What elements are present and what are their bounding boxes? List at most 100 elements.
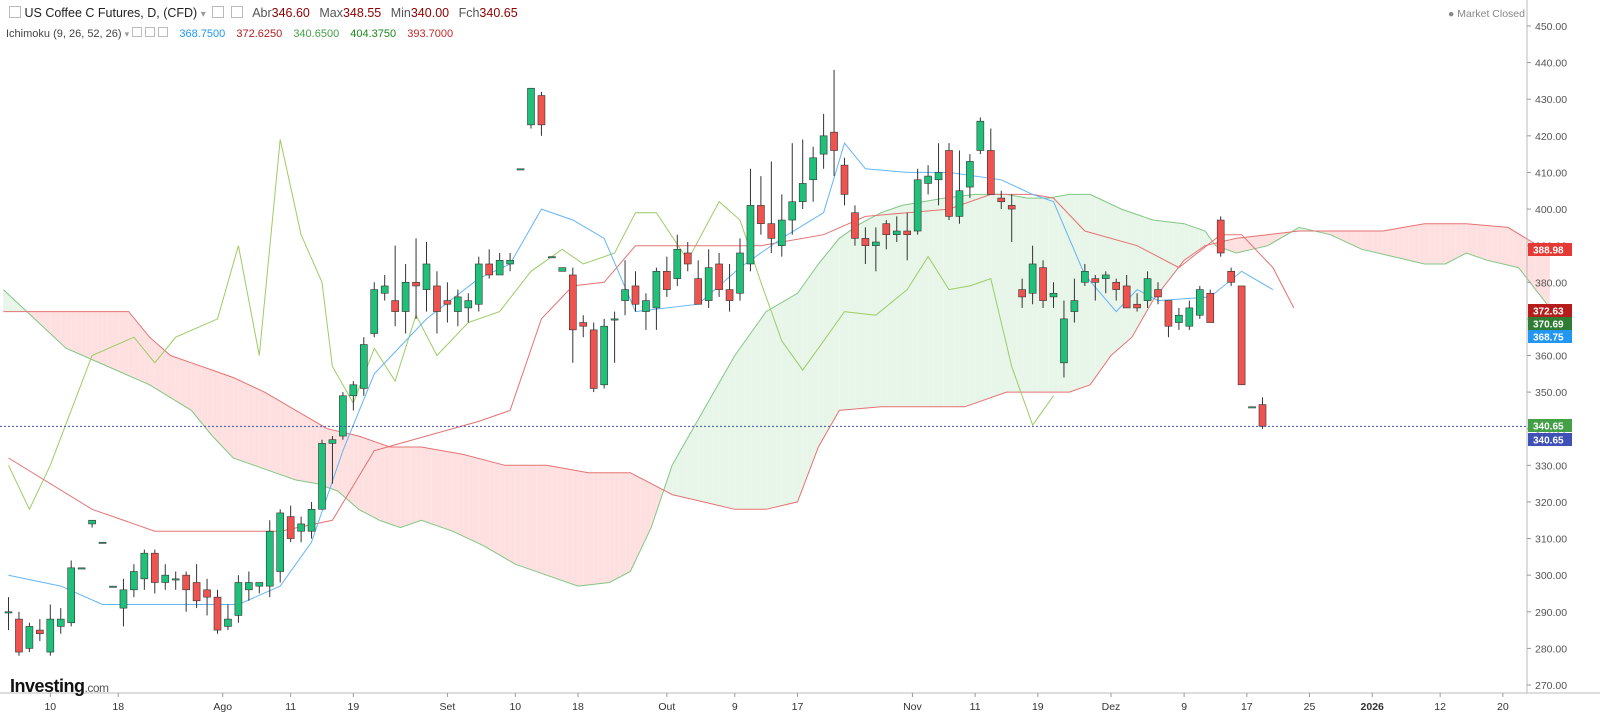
cloud-bear-segment — [353, 434, 359, 510]
eye-icon[interactable] — [230, 6, 243, 18]
candle — [830, 69, 838, 177]
cloud-bull-segment — [844, 231, 850, 410]
price-tag-box — [1528, 317, 1572, 330]
candle-body — [568, 274, 577, 331]
cloud-bear-segment — [337, 431, 343, 496]
candle-body — [412, 281, 420, 287]
cloud-bear-segment — [97, 311, 103, 365]
cloud-bear-segment — [1518, 233, 1524, 275]
chevron-down-icon[interactable]: ▾ — [124, 29, 130, 39]
candle — [1101, 271, 1110, 294]
cloud-bear-segment — [410, 447, 417, 524]
cloud-bull-segment — [949, 196, 955, 407]
candle — [464, 293, 473, 323]
candle-body — [339, 395, 347, 437]
cloud-bull-segment — [975, 194, 981, 404]
cloud-bear-segment — [447, 451, 453, 532]
y-tick-label: 270.00 — [1535, 680, 1567, 692]
cloud-bull-segment — [996, 194, 1002, 396]
candle — [537, 91, 546, 136]
candle — [882, 220, 891, 250]
cloud-bear-segment — [1544, 249, 1550, 308]
cloud-bear-segment — [1471, 224, 1477, 257]
collapse-icon[interactable] — [9, 6, 21, 18]
cloud-bear-segment — [457, 453, 464, 537]
candle — [1049, 282, 1058, 308]
candle-body — [642, 300, 650, 312]
candle-body — [433, 285, 441, 312]
cloud-bear-segment — [1372, 231, 1378, 253]
cloud-bear-segment — [92, 311, 98, 362]
senkou-span-a-line — [2, 193, 1551, 587]
candle-body — [349, 384, 358, 397]
candle — [798, 139, 807, 210]
indicator-name[interactable]: Ichimoku (9, 26, 52, 26) — [6, 28, 122, 40]
cloud-bull-segment — [734, 348, 740, 510]
candle-body — [903, 230, 912, 235]
candle-body — [851, 212, 859, 239]
eye-icon[interactable] — [132, 27, 143, 37]
cloud-bear-segment — [504, 465, 511, 562]
candle-body — [224, 618, 232, 627]
close-icon[interactable] — [158, 27, 169, 37]
cloud-bear-segment — [1346, 231, 1352, 245]
cloud-bear-segment — [562, 468, 568, 583]
cloud-bear-segment — [201, 366, 208, 430]
open-label: Abr — [252, 6, 272, 20]
cloud-bear-segment — [1351, 231, 1357, 247]
cloud-bull-segment — [1006, 194, 1012, 393]
candle-body — [819, 135, 828, 155]
cloud-bull-segment — [834, 238, 840, 420]
cloud-bear-segment — [154, 341, 161, 392]
cloud-bear-segment — [306, 416, 312, 483]
cloud-bull-segment — [813, 263, 819, 461]
cloud-bear-segment — [45, 311, 51, 334]
candle — [67, 560, 75, 627]
cloud-bear-segment — [227, 375, 234, 459]
cloud-bull-segment — [1194, 227, 1200, 253]
cloud-bear-segment — [651, 483, 657, 528]
y-tick-label: 400.00 — [1535, 204, 1567, 216]
symbol-title[interactable]: US Coffee C Futures, D, (CFD) — [24, 6, 198, 20]
candle-body — [1060, 318, 1068, 364]
price-tag-label: 340.65 — [1533, 436, 1564, 447]
candle — [924, 165, 932, 195]
candle — [412, 238, 420, 319]
cloud-bull-segment — [1168, 221, 1174, 281]
price-tag: 388.98 — [1528, 243, 1572, 257]
cloud-bear-segment — [1455, 223, 1462, 259]
candle-body — [892, 230, 901, 235]
price-tags: 388.98 372.63 370.69 368.75 340.65 340.65 — [1528, 243, 1572, 447]
candle-body — [997, 197, 1006, 203]
cloud-bear-segment — [76, 311, 82, 356]
cloud-bear-segment — [128, 311, 134, 378]
candle — [1039, 260, 1047, 308]
candle — [234, 575, 243, 623]
candle-body — [986, 150, 995, 195]
candle-body — [840, 164, 849, 195]
x-tick-label: 12 — [1434, 701, 1446, 713]
cloud-bull-segment — [1173, 222, 1179, 274]
market-status-text: Market Closed — [1457, 8, 1525, 20]
cloud-bear-segment — [468, 455, 474, 541]
x-tick-label: 18 — [112, 701, 124, 713]
settings-icon[interactable] — [145, 27, 156, 37]
x-tick-label: 19 — [348, 701, 360, 713]
candle — [1112, 278, 1120, 301]
candle — [15, 611, 23, 656]
candle-body — [1175, 314, 1183, 323]
cloud-bull-segment — [661, 480, 667, 497]
chevron-down-icon[interactable]: ▾ — [200, 9, 206, 20]
candle-body — [88, 519, 96, 525]
cloud-bear-segment — [1398, 227, 1404, 260]
candle-body — [182, 574, 190, 591]
cloud-bear-segment — [280, 401, 286, 477]
candle-body — [140, 552, 149, 580]
cloud-bear-segment — [1487, 225, 1493, 262]
y-tick-label: 420.00 — [1535, 131, 1567, 143]
settings-icon[interactable] — [212, 6, 225, 18]
cloud-bull-segment — [692, 419, 699, 501]
price-tag-label: 372.63 — [1533, 307, 1564, 318]
